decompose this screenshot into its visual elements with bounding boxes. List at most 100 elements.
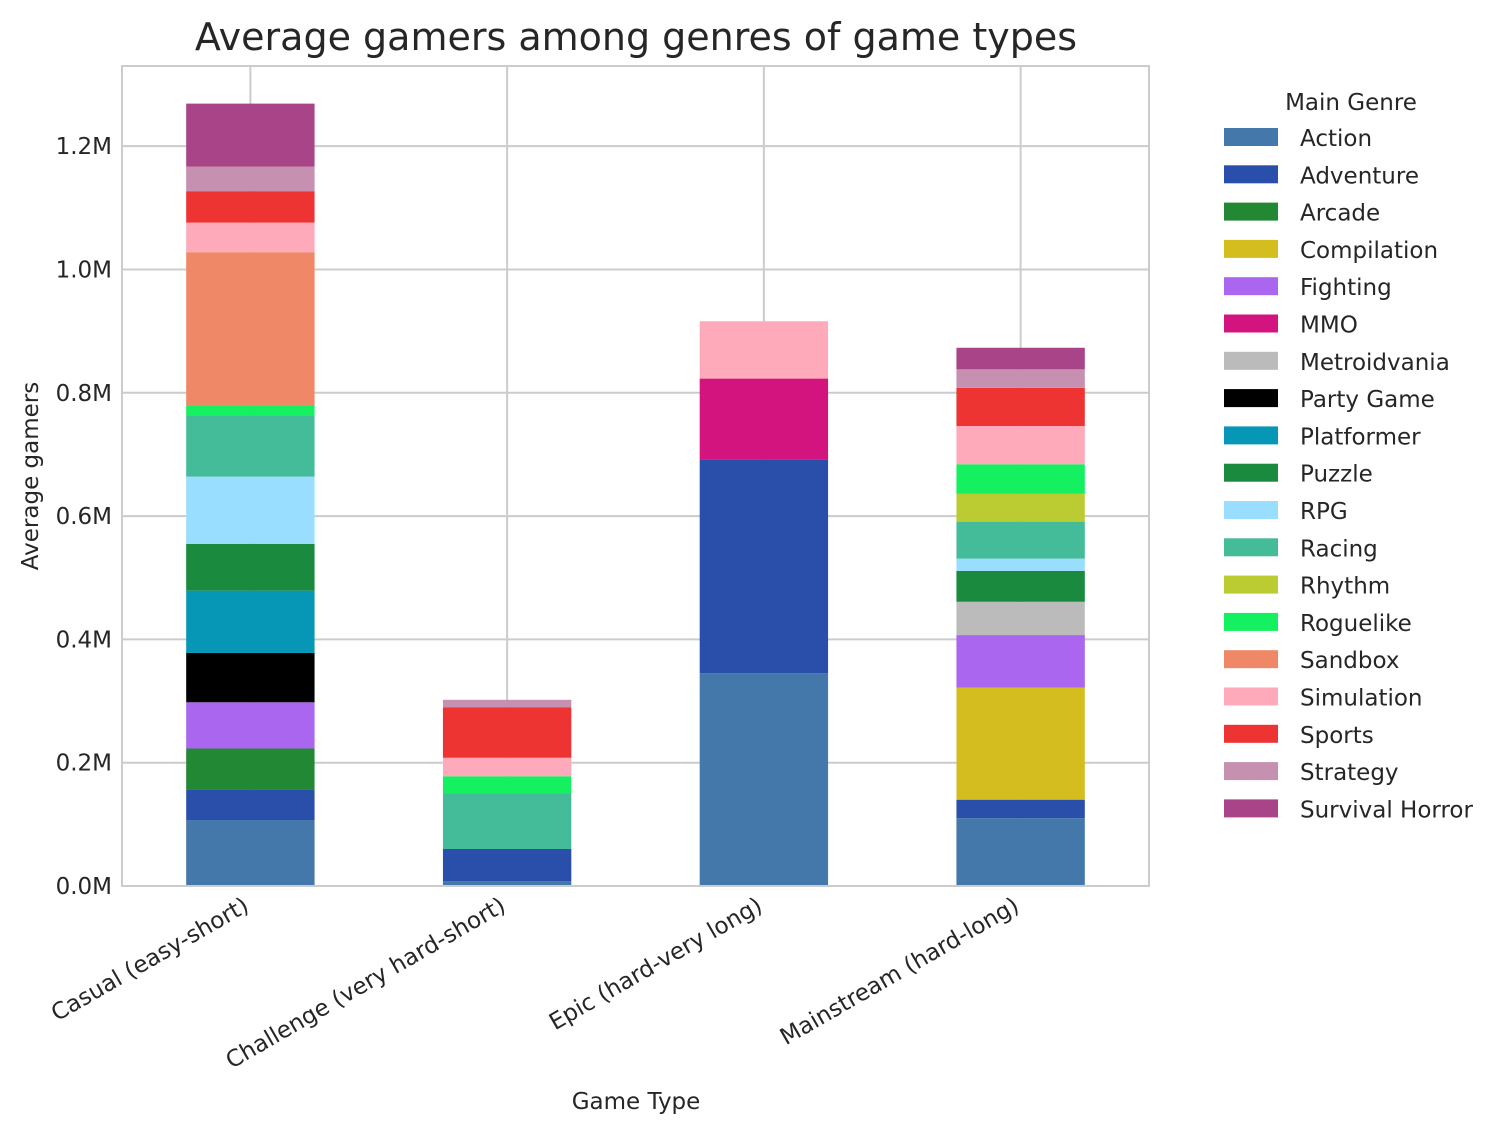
bar-segment <box>442 776 572 794</box>
bar-segment <box>186 252 315 406</box>
bar-segment <box>956 464 1085 494</box>
bar-segment <box>699 673 829 886</box>
bar-segment <box>186 590 315 653</box>
x-tick-label: Casual (easy-short) <box>47 893 253 1027</box>
bar-segment <box>442 757 572 777</box>
y-tick-label: 0.8M <box>56 381 112 407</box>
legend-label: Strategy <box>1300 760 1399 786</box>
x-tick-label: Epic (hard-very long) <box>545 893 767 1036</box>
x-tick-label: Mainstream (hard-long) <box>776 893 1024 1051</box>
legend-label: Party Game <box>1300 387 1435 413</box>
bar-segment <box>956 687 1085 800</box>
legend-title: Main Genre <box>1285 90 1417 116</box>
legend-swatch <box>1224 389 1278 408</box>
bar-segment <box>956 799 1085 819</box>
y-tick-label: 0.4M <box>56 627 112 653</box>
y-tick-label: 1.2M <box>56 134 112 160</box>
bars <box>186 103 1085 886</box>
bar-segment <box>186 476 315 544</box>
bar-segment <box>956 521 1085 559</box>
bar-segment <box>956 369 1085 388</box>
legend-label: Racing <box>1300 536 1378 562</box>
legend-swatch <box>1224 687 1278 706</box>
bar-segment <box>186 191 315 223</box>
bar-segment <box>186 543 315 591</box>
legend-swatch <box>1224 612 1278 631</box>
x-tick-label: Challenge (very hard-short) <box>222 893 511 1075</box>
legend-label: Sandbox <box>1300 648 1399 674</box>
legend-swatch <box>1224 202 1278 221</box>
chart-title: Average gamers among genres of game type… <box>195 15 1077 59</box>
bar-segment <box>699 321 829 379</box>
legend-label: RPG <box>1300 499 1348 525</box>
legend-label: MMO <box>1300 313 1358 339</box>
bar-segment <box>956 635 1085 688</box>
bar-segment <box>956 570 1085 602</box>
bar-segment <box>186 652 315 703</box>
y-tick-label: 0.2M <box>56 751 112 777</box>
bar-segment <box>442 849 572 882</box>
bar-segment <box>442 707 572 758</box>
legend-label: Compilation <box>1300 238 1438 264</box>
bar-segment <box>186 222 315 253</box>
legend-swatch <box>1224 501 1278 519</box>
bar-segment <box>442 793 572 850</box>
bar-segment <box>956 558 1085 571</box>
bar-segment <box>186 405 315 416</box>
legend-label: Survival Horror <box>1300 797 1473 823</box>
bar-segment <box>186 166 315 192</box>
legend-label: Puzzle <box>1300 462 1373 488</box>
plot-frame <box>121 65 1150 887</box>
legend-label: Roguelike <box>1300 611 1412 637</box>
y-axis-ticks: 0.0M 0.2M 0.4M 0.6M 0.8M 1.0M 1.2M <box>56 134 112 900</box>
legend-label: Action <box>1300 126 1372 152</box>
bar-segment <box>956 818 1085 886</box>
bar-segment <box>956 493 1085 522</box>
bar-segment <box>956 426 1085 465</box>
legend-swatch <box>1224 314 1278 333</box>
legend-swatch <box>1224 650 1278 669</box>
legend-swatch <box>1224 351 1278 370</box>
bar-segment <box>186 415 315 477</box>
x-axis-label: Game Type <box>572 1089 701 1115</box>
bar-segment <box>186 702 315 749</box>
legend-swatch <box>1224 277 1278 296</box>
legend-label: Metroidvania <box>1300 350 1450 376</box>
legend-swatch <box>1224 538 1278 557</box>
bar-segment <box>186 789 315 821</box>
bar-segment <box>699 459 829 674</box>
bar-segment <box>956 601 1085 636</box>
bar-segment <box>699 378 829 460</box>
y-tick-label: 0.0M <box>56 874 112 900</box>
legend-label: Arcade <box>1300 201 1380 227</box>
legend-label: Simulation <box>1300 686 1423 712</box>
legend-label: Fighting <box>1300 275 1392 301</box>
legend-swatch <box>1224 799 1278 818</box>
y-axis-label: Average gamers <box>18 382 44 570</box>
legend-swatch <box>1224 128 1278 146</box>
legend-swatch <box>1224 762 1278 781</box>
bar-segment <box>956 387 1085 427</box>
y-tick-label: 0.6M <box>56 504 112 530</box>
bar-segment <box>956 347 1085 370</box>
legend-swatch <box>1224 724 1278 743</box>
legend-label: Sports <box>1300 723 1374 749</box>
legend-label: Rhythm <box>1300 574 1390 600</box>
legend: Main Genre Action Adventure Arcade Compilat… <box>1224 90 1473 823</box>
legend-label: Platformer <box>1300 424 1421 450</box>
bar-segment <box>442 699 572 708</box>
legend-swatch <box>1224 575 1278 594</box>
bar-segment <box>186 748 315 790</box>
bar-segment <box>442 881 572 886</box>
x-axis-ticks: Casual (easy-short)Challenge (very hard-… <box>47 893 1024 1075</box>
legend-swatch <box>1224 463 1278 482</box>
y-tick-label: 1.0M <box>56 257 112 283</box>
legend-swatch <box>1224 426 1278 445</box>
bar-segment <box>186 820 315 886</box>
legend-swatch <box>1224 239 1278 258</box>
legend-label: Adventure <box>1300 163 1419 189</box>
bar-segment <box>186 103 315 167</box>
legend-swatch <box>1224 165 1278 184</box>
